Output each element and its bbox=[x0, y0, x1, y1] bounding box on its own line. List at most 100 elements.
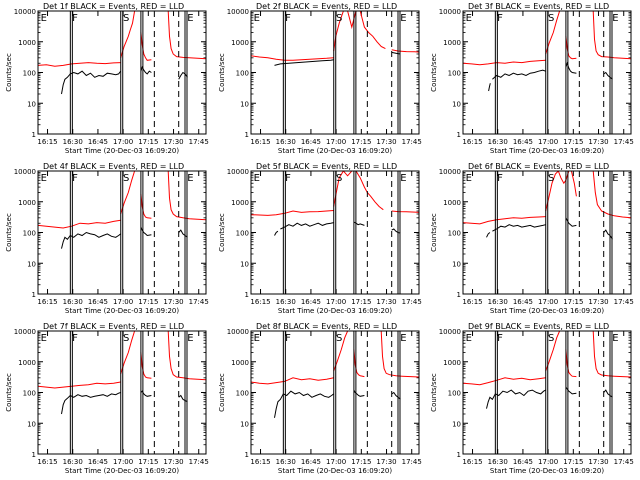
x-tick-label: 17:45 bbox=[614, 298, 634, 306]
plot-frame bbox=[37, 10, 207, 135]
y-tick-label: 1000 bbox=[443, 199, 461, 207]
y-tick-label: 10 bbox=[27, 100, 36, 108]
region-label: F bbox=[285, 333, 291, 344]
region-label: E bbox=[187, 173, 193, 184]
lld-series-line bbox=[167, 11, 206, 60]
x-tick-label: 17:30 bbox=[163, 138, 183, 146]
region-label: E bbox=[612, 173, 618, 184]
y-tick-label: 10000 bbox=[14, 328, 36, 336]
region-label: F bbox=[72, 13, 78, 24]
lld-series-line bbox=[251, 210, 334, 216]
y-tick-label: 10 bbox=[27, 420, 36, 428]
lld-series-line bbox=[463, 59, 546, 66]
chart-panel: Det 9f BLACK = Events, RED = LLD Counts/s… bbox=[430, 322, 634, 475]
x-tick-label: 17:00 bbox=[326, 458, 346, 466]
y-tick-label: 100 bbox=[236, 230, 249, 238]
plot-frame bbox=[37, 170, 207, 295]
y-tick-label: 1000 bbox=[18, 39, 36, 47]
x-tick-label: 17:15 bbox=[138, 298, 158, 306]
y-tick-label: 10 bbox=[240, 260, 249, 268]
x-tick-label: 17:15 bbox=[351, 458, 371, 466]
events-series-line bbox=[178, 71, 188, 80]
x-tick-label: 16:15 bbox=[37, 458, 57, 466]
region-label: E bbox=[254, 13, 260, 24]
lld-series-line bbox=[38, 381, 121, 389]
y-tick-label: 1000 bbox=[443, 39, 461, 47]
region-label: S bbox=[123, 173, 129, 184]
y-tick-label: 100 bbox=[236, 390, 249, 398]
lld-series-line bbox=[592, 331, 631, 378]
events-series-line bbox=[353, 221, 365, 226]
events-series-line bbox=[140, 226, 152, 237]
x-tick-label: 16:45 bbox=[513, 458, 533, 466]
x-axis-label: Start Time (20-Dec-03 16:09:20) bbox=[490, 307, 604, 315]
y-tick-label: 10000 bbox=[439, 168, 461, 176]
x-axis-label: Start Time (20-Dec-03 16:09:20) bbox=[278, 307, 392, 315]
y-tick-label: 100 bbox=[23, 70, 36, 78]
y-tick-label: 100 bbox=[448, 230, 461, 238]
chart-title: Det 5f BLACK = Events, RED = LLD bbox=[256, 162, 397, 171]
x-tick-label: 17:45 bbox=[189, 138, 209, 146]
region-label: S bbox=[336, 13, 342, 24]
x-tick-label: 16:45 bbox=[513, 138, 533, 146]
y-tick-label: 1000 bbox=[231, 39, 249, 47]
x-tick-label: 17:15 bbox=[563, 298, 583, 306]
x-tick-label: 17:45 bbox=[402, 138, 422, 146]
region-label: E bbox=[41, 13, 47, 24]
x-tick-label: 17:00 bbox=[538, 298, 558, 306]
y-tick-label: 100 bbox=[23, 230, 36, 238]
region-label: F bbox=[497, 173, 503, 184]
events-series-line bbox=[486, 389, 546, 409]
x-tick-label: 17:15 bbox=[563, 458, 583, 466]
region-label: S bbox=[548, 333, 554, 344]
region-label: E bbox=[466, 13, 472, 24]
lld-series-line bbox=[38, 219, 121, 229]
x-tick-label: 17:00 bbox=[538, 138, 558, 146]
lld-series-line bbox=[391, 49, 419, 53]
x-tick-label: 16:15 bbox=[462, 298, 482, 306]
lld-series-line bbox=[391, 210, 419, 213]
y-tick-label: 10 bbox=[240, 420, 249, 428]
lld-series-line bbox=[251, 377, 334, 385]
x-tick-label: 17:45 bbox=[189, 458, 209, 466]
y-axis-label: Counts/sec bbox=[430, 53, 438, 92]
x-tick-label: 17:15 bbox=[351, 138, 371, 146]
y-axis-label: Counts/sec bbox=[218, 373, 226, 412]
x-tick-label: 17:15 bbox=[138, 458, 158, 466]
region-label: S bbox=[548, 173, 554, 184]
chart-title: Det 3f BLACK = Events, RED = LLD bbox=[468, 2, 609, 11]
events-series-line bbox=[178, 229, 188, 238]
region-label: E bbox=[187, 333, 193, 344]
y-tick-label: 1000 bbox=[18, 199, 36, 207]
region-label: E bbox=[254, 173, 260, 184]
region-label: E bbox=[612, 13, 618, 24]
lld-series-line bbox=[167, 331, 206, 381]
y-tick-label: 10000 bbox=[227, 8, 249, 16]
x-tick-label: 17:30 bbox=[588, 298, 608, 306]
y-tick-label: 10000 bbox=[227, 328, 249, 336]
events-series-line bbox=[140, 65, 152, 75]
y-tick-label: 1000 bbox=[231, 199, 249, 207]
y-tick-label: 1 bbox=[457, 291, 461, 299]
x-tick-label: 17:30 bbox=[163, 298, 183, 306]
x-tick-label: 16:30 bbox=[63, 458, 83, 466]
region-label: E bbox=[41, 333, 47, 344]
x-tick-label: 16:30 bbox=[63, 298, 83, 306]
y-tick-label: 10 bbox=[452, 260, 461, 268]
x-axis-label: Start Time (20-Dec-03 16:09:20) bbox=[65, 307, 179, 315]
y-axis-label: Counts/sec bbox=[5, 373, 13, 412]
region-label: E bbox=[612, 333, 618, 344]
events-series-line bbox=[178, 394, 188, 403]
x-tick-label: 17:45 bbox=[402, 298, 422, 306]
plot-frame bbox=[462, 170, 632, 295]
y-tick-label: 10 bbox=[27, 260, 36, 268]
plot-frame bbox=[250, 10, 420, 135]
x-tick-label: 16:45 bbox=[301, 138, 321, 146]
x-tick-label: 17:00 bbox=[113, 458, 133, 466]
lld-series-line bbox=[592, 171, 631, 219]
events-series-line bbox=[565, 217, 577, 227]
x-tick-label: 16:15 bbox=[250, 298, 270, 306]
events-series-line bbox=[603, 389, 613, 398]
y-axis-label: Counts/sec bbox=[5, 53, 13, 92]
y-tick-label: 100 bbox=[448, 390, 461, 398]
